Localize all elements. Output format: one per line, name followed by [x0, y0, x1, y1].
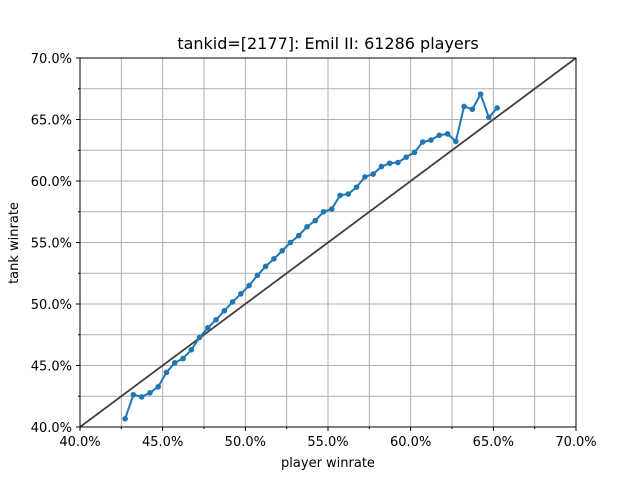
data-point [295, 232, 302, 239]
data-point [229, 299, 236, 305]
data-point [304, 223, 310, 230]
data-point [171, 359, 178, 366]
data-point [271, 256, 277, 262]
x-tick-label: 70.0% [555, 435, 596, 450]
data-point [337, 192, 343, 199]
x-axis-label: player winrate [281, 456, 375, 471]
data-point [138, 394, 145, 400]
y-tick-label: 50.0% [31, 298, 72, 313]
data-point [494, 105, 500, 111]
series-line [124, 93, 498, 420]
series-group [122, 91, 500, 422]
x-tick-label: 65.0% [473, 435, 514, 450]
data-point [155, 383, 162, 390]
y-tick-label: 65.0% [31, 114, 72, 129]
data-point [403, 154, 410, 160]
data-point [246, 282, 252, 289]
data-point [320, 208, 327, 215]
data-point [213, 316, 219, 323]
y-axis-label: tank winrate [7, 202, 22, 284]
data-point [353, 184, 360, 190]
data-point [122, 415, 128, 422]
data-point [279, 247, 286, 254]
data-point [147, 390, 153, 396]
data-point [262, 263, 269, 270]
reference-line [79, 57, 577, 428]
x-tick-label: 50.0% [225, 435, 266, 450]
data-point [329, 206, 335, 212]
data-point [254, 272, 261, 279]
x-tick-label: 45.0% [142, 435, 183, 450]
data-point [411, 149, 418, 156]
data-point [345, 191, 352, 197]
data-point [486, 114, 492, 121]
y-tick-label: 70.0% [31, 52, 72, 67]
data-point [163, 369, 170, 376]
x-tick-label: 40.0% [59, 435, 100, 450]
data-point [395, 159, 401, 166]
x-tick-label: 55.0% [307, 435, 348, 450]
data-point [370, 171, 376, 177]
data-point [419, 139, 426, 145]
data-point [362, 174, 368, 180]
chart-title: tankid=[2177]: Emil II: 61286 players [177, 34, 478, 53]
data-point [221, 307, 228, 314]
data-point [469, 106, 476, 113]
reference-line-group [79, 57, 577, 428]
data-point [188, 346, 195, 353]
data-point [180, 355, 186, 362]
data-point [461, 103, 467, 110]
ticks: 40.0% 45.0% 50.0% 55.0% 60.0% 65.0% 70.0% 40.0%… [31, 52, 597, 450]
y-tick-label: 40.0% [31, 421, 72, 436]
data-point [436, 132, 443, 139]
y-tick-label: 45.0% [31, 360, 72, 375]
data-point [453, 138, 459, 145]
data-point [238, 290, 244, 297]
y-tick-label: 55.0% [31, 237, 72, 252]
y-tick-label: 60.0% [31, 175, 72, 190]
data-point [477, 91, 484, 97]
data-point [428, 137, 434, 143]
data-point [444, 131, 451, 137]
data-point [386, 160, 393, 167]
data-point [378, 163, 385, 170]
data-point [196, 334, 203, 341]
data-point [312, 217, 319, 224]
data-point [287, 239, 294, 246]
x-tick-label: 60.0% [390, 435, 431, 450]
data-point [130, 391, 137, 398]
data-point [205, 325, 211, 331]
